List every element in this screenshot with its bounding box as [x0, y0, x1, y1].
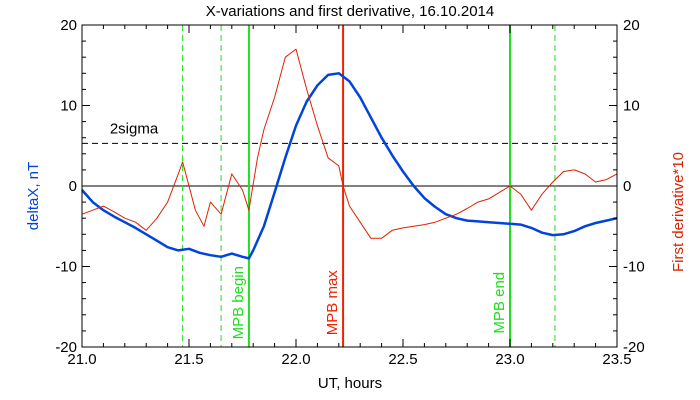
y-right-tick-label: 20	[623, 17, 640, 34]
x-axis-label: UT, hours	[318, 375, 382, 392]
event-label-mpb-begin: MPB begin	[230, 266, 247, 339]
y-axis-right-label: First derivative*10	[670, 152, 687, 272]
y-axis-left-label: deltaX, nT	[25, 162, 42, 230]
y-right-tick-label: -10	[623, 259, 645, 276]
x-tick-label: 22.0	[281, 351, 310, 368]
y-left-tick-label: 0	[69, 178, 77, 195]
event-label-mpb-end: MPB end	[491, 272, 508, 334]
y-right-tick-label: 10	[623, 98, 640, 115]
chart-title: X-variations and first derivative, 16.10…	[206, 3, 495, 20]
x-tick-label: 21.0	[67, 351, 96, 368]
x-tick-label: 22.5	[388, 351, 417, 368]
y-left-tick-label: 10	[60, 98, 77, 115]
y-right-tick-label: -20	[623, 339, 645, 356]
series-line-derivative	[81, 48, 618, 239]
series-line-deltaX	[81, 72, 618, 260]
y-left-tick-label: -20	[55, 339, 77, 356]
sigma-label: 2sigma	[110, 120, 159, 137]
event-label-mpb-max: MPB max	[324, 270, 341, 336]
y-right-tick-label: 0	[623, 178, 631, 195]
plot-area: 2sigma MPB begin MPB max MPB end	[81, 25, 618, 347]
x-tick-label: 23.5	[602, 351, 631, 368]
axes: 21.0 21.5 22.0 22.5 23.0 23.5-20 -20-10 -100 010…	[55, 17, 644, 368]
x-tick-label: 21.5	[174, 351, 203, 368]
y-left-tick-label: 20	[60, 17, 77, 34]
x-tick-label: 23.0	[495, 351, 524, 368]
y-left-tick-label: -10	[55, 259, 77, 276]
